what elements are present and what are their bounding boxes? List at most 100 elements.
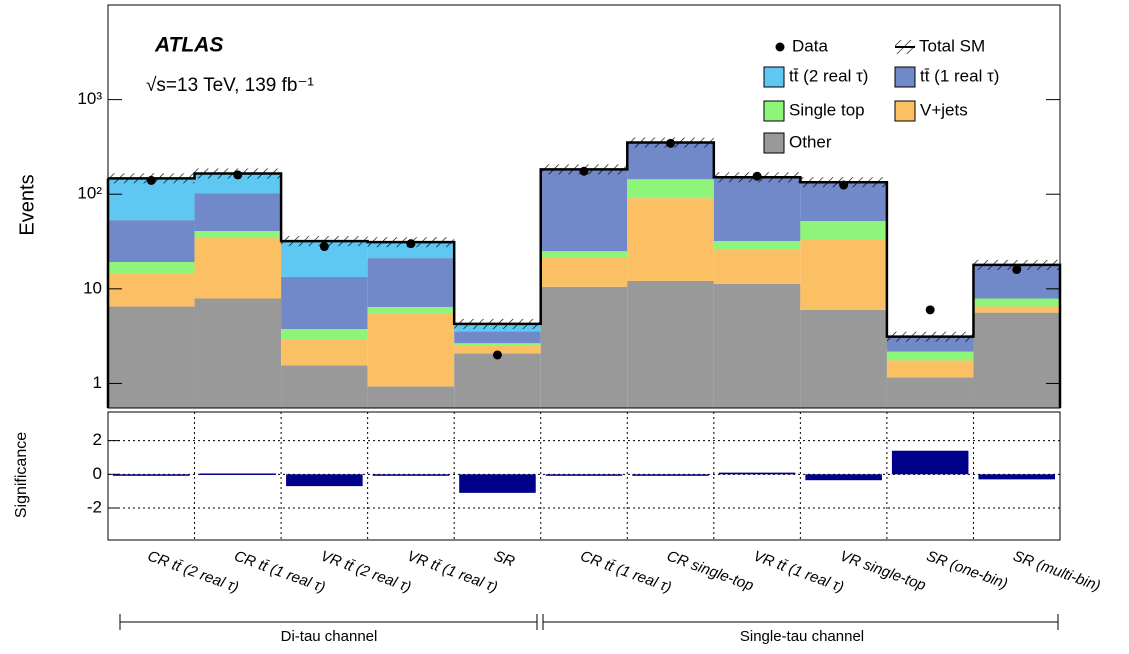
bar-segment <box>540 286 628 408</box>
data-point <box>406 239 416 249</box>
x-tick-label: CR single-top <box>665 548 756 595</box>
bar-segment <box>973 306 1060 313</box>
group-brackets <box>119 614 1059 630</box>
plot-frame <box>107 4 1061 409</box>
bar-segment <box>194 238 282 299</box>
legend-label: Single top <box>789 100 865 119</box>
data-point <box>146 175 156 185</box>
x-tick-label: CR tt̄ (1 real τ) <box>578 548 674 597</box>
legend-swatch <box>763 66 785 88</box>
bar-segment <box>281 276 368 330</box>
y-tick-label: 10² <box>77 184 102 203</box>
data-point <box>233 170 243 180</box>
x-tick-label: VR tt̄ (1 real τ) <box>405 548 500 596</box>
bar-segment <box>886 377 974 408</box>
significance-bar <box>978 474 1055 480</box>
bar-segment <box>627 280 714 408</box>
data-point <box>579 166 589 176</box>
y-tick-label: 2 <box>93 430 102 449</box>
legend-label: tt̄ (1 real τ) <box>920 66 999 85</box>
bar-segment <box>454 345 541 354</box>
significance-bar <box>545 474 623 476</box>
bar-segment <box>454 343 541 346</box>
bar-segment <box>194 298 282 408</box>
bar-segment <box>627 198 714 281</box>
significance-bar <box>632 474 709 476</box>
data-point <box>319 242 329 252</box>
bar-segment <box>367 306 455 314</box>
bar-segment <box>540 257 628 287</box>
significance-bar <box>113 474 190 476</box>
bar-segment <box>108 306 195 408</box>
y-label: Significance <box>13 432 30 518</box>
subtitle: √s=13 TeV, 139 fb⁻¹ <box>146 75 314 96</box>
x-tick-label: SR <box>491 548 517 571</box>
x-tick-label: SR (one-bin) <box>924 548 1010 593</box>
bar-segment <box>627 179 714 199</box>
bar-segment <box>627 142 714 180</box>
legend-label: Other <box>789 132 832 151</box>
legend-swatch <box>763 132 785 154</box>
significance-bar <box>891 450 969 475</box>
bar-segment <box>281 338 368 366</box>
bar-segment <box>194 173 282 194</box>
data-point <box>1012 265 1022 275</box>
total-outline <box>108 141 1062 408</box>
data-point <box>666 138 676 148</box>
bar-segment <box>367 313 455 387</box>
x-tick-label: VR tt̄ (1 real τ) <box>751 548 846 596</box>
bar-segment <box>454 353 541 408</box>
data-point <box>925 305 935 315</box>
bar-segment <box>800 309 887 408</box>
group-label: Single-tau channel <box>740 628 864 645</box>
x-tick-label: VR single-top <box>838 548 928 595</box>
y-tick-label: 10 <box>83 278 102 297</box>
bar-segment <box>886 360 974 378</box>
y-tick-label: 10³ <box>77 89 102 108</box>
bar-segment <box>454 331 541 344</box>
bar-segment <box>800 221 887 240</box>
legend-swatch <box>894 100 916 122</box>
data-point <box>839 180 849 190</box>
bar-segment <box>800 239 887 310</box>
bar-segment <box>194 193 282 232</box>
data-point <box>492 350 502 360</box>
legend-label: Total SM <box>919 36 985 55</box>
significance-bar <box>372 474 450 476</box>
bar-segment <box>713 283 801 408</box>
significance-bar <box>718 472 796 475</box>
x-tick-label: CR tt̄ (2 real τ) <box>145 548 241 597</box>
x-tick-label: VR tt̄ (2 real τ) <box>318 548 413 596</box>
ratio-frame <box>107 411 1061 541</box>
bar-segment <box>973 298 1060 307</box>
bar-segment <box>367 258 455 307</box>
y-label: Events <box>16 174 38 235</box>
x-tick-label: SR (multi-bin) <box>1011 548 1103 595</box>
legend-label: Data <box>792 36 828 55</box>
legend-swatch <box>763 100 785 122</box>
bar-segment <box>108 178 195 221</box>
bar-segment <box>713 248 801 284</box>
y-tick-label: -2 <box>87 497 102 516</box>
legend-label: V+jets <box>920 100 968 119</box>
title: ATLAS <box>154 34 223 57</box>
bar-segment <box>713 177 801 242</box>
bar-segment <box>108 273 195 307</box>
bar-segment <box>713 241 801 249</box>
x-tick-label: CR tt̄ (1 real τ) <box>232 548 328 597</box>
legend-marker <box>775 42 785 52</box>
significance-bar <box>199 473 277 475</box>
y-tick-label: 0 <box>93 464 102 483</box>
bar-segment <box>281 365 368 408</box>
legend-swatch <box>894 66 916 88</box>
bar-segment <box>108 262 195 274</box>
data-point <box>752 171 762 181</box>
bar-segment <box>281 329 368 339</box>
legend-label: tt̄ (2 real τ) <box>789 66 868 85</box>
bar-segment <box>886 351 974 361</box>
bar-segment <box>367 386 455 408</box>
bar-segment <box>108 220 195 263</box>
significance-bar <box>805 474 882 481</box>
bar-segment <box>540 169 628 252</box>
